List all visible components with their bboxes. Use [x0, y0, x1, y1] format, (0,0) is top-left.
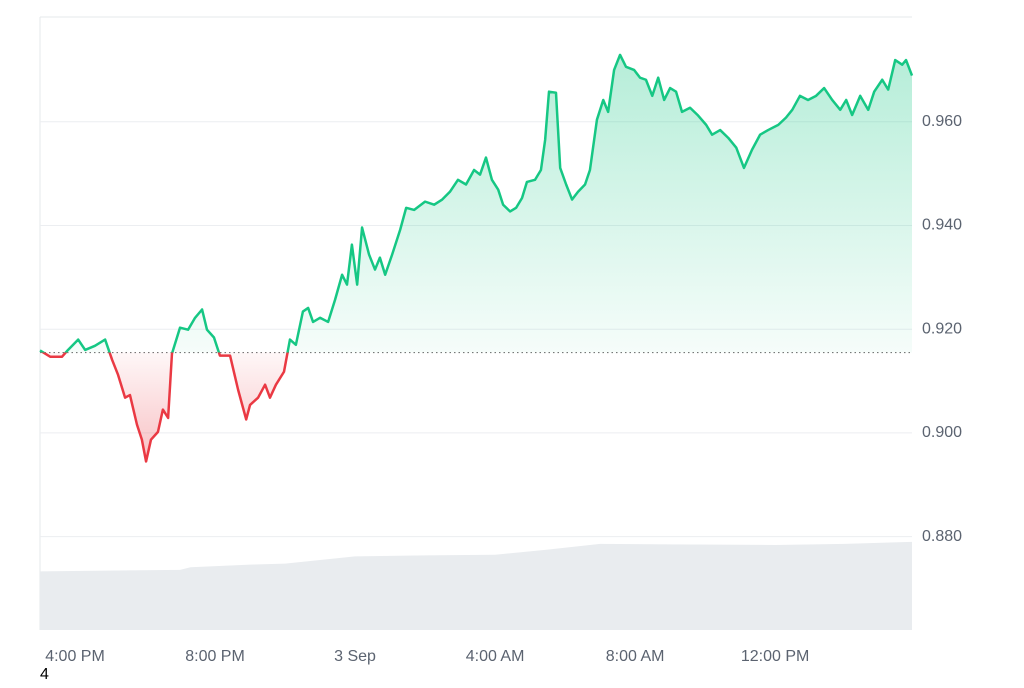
y-tick-label: 0.960	[922, 113, 962, 130]
y-tick-label: 0.900	[922, 424, 962, 441]
page-marker: 4	[40, 666, 49, 683]
x-tick-label: 12:00 PM	[741, 648, 809, 665]
y-tick-label: 0.880	[922, 528, 962, 545]
x-tick-label: 8:00 AM	[606, 648, 665, 665]
price-line	[39, 53, 914, 463]
y-tick-label: 0.920	[922, 320, 962, 337]
x-tick-label: 4:00 PM	[45, 648, 105, 665]
x-tick-label: 8:00 PM	[185, 648, 245, 665]
price-area	[40, 54, 912, 462]
volume-area	[40, 541, 912, 630]
y-tick-label: 0.940	[922, 217, 962, 234]
x-tick-label: 3 Sep	[334, 648, 376, 665]
x-tick-label: 4:00 AM	[466, 648, 525, 665]
